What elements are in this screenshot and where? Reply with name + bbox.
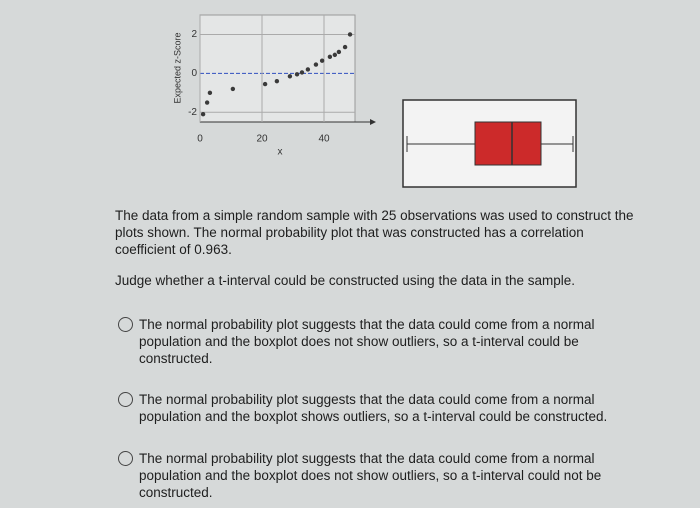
point [313, 62, 319, 67]
y-axis-label: Expected z-Score [172, 32, 182, 103]
point [336, 49, 342, 55]
radio[interactable] [118, 451, 133, 466]
y-tick-label: -2 [188, 107, 197, 118]
point [262, 81, 268, 87]
point [305, 67, 311, 72]
x-tick-label: 20 [256, 134, 268, 145]
point [204, 100, 210, 105]
point [342, 44, 348, 50]
x-axis-arrow [370, 119, 376, 125]
plot-area [199, 14, 356, 123]
point [294, 72, 300, 77]
x-tick-label: 40 [318, 134, 330, 145]
point [207, 90, 213, 96]
point [319, 58, 325, 63]
point [200, 112, 206, 117]
intro-text: The data from a simple random sample wit… [115, 208, 634, 257]
point [347, 32, 353, 37]
y-tick-label: 0 [191, 68, 197, 79]
point [299, 70, 305, 75]
x-axis-label: x [278, 147, 283, 158]
option[interactable]: The normal probability plot suggests tha… [118, 450, 638, 501]
radio[interactable] [118, 317, 133, 332]
point [327, 54, 333, 60]
option-text: The normal probability plot suggests tha… [139, 392, 608, 424]
radio[interactable] [118, 392, 133, 407]
y-tick-label: 2 [191, 29, 197, 40]
prompt-text: Judge whether a t-interval could be cons… [115, 273, 576, 288]
point [332, 52, 338, 58]
point [287, 74, 293, 79]
option-text: The normal probability plot suggests tha… [139, 451, 602, 500]
option[interactable]: The normal probability plot suggests tha… [118, 316, 638, 367]
option[interactable]: The normal probability plot suggests tha… [118, 391, 638, 425]
option-text: The normal probability plot suggests tha… [139, 317, 595, 366]
box [474, 121, 542, 166]
point [230, 86, 236, 92]
x-tick-label: 0 [197, 134, 203, 145]
point [274, 78, 280, 84]
